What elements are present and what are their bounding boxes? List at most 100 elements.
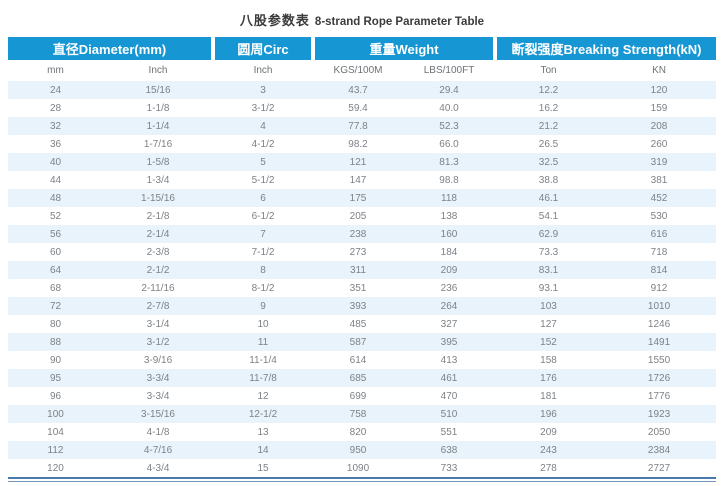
cell: 4-3/4 xyxy=(146,462,170,474)
cell: 6-1/2 xyxy=(251,210,275,222)
cell: 8 xyxy=(213,261,314,279)
header-group-row: 直径Diameter(mm) 圆周Circ 重量Weight 断裂强度Break… xyxy=(8,37,717,60)
cell: 52 xyxy=(49,210,62,222)
cell: 28 xyxy=(49,102,62,114)
header-group-circumference: 圆周Circ xyxy=(213,37,316,60)
cell: 912 xyxy=(650,282,668,294)
table-bottom-rule xyxy=(8,477,716,482)
cell: 103 xyxy=(495,297,603,315)
cell: 243 xyxy=(495,441,603,459)
header-group-weight: 重量Weight xyxy=(313,37,498,60)
table-row: 96 3-3/4 12 699 470 181 1776 xyxy=(8,387,716,405)
cell: 1-15/16 xyxy=(103,189,214,207)
cell: 98.8 xyxy=(439,174,459,186)
cell: 470 xyxy=(440,390,458,402)
page-title-zh: 八股参数表 xyxy=(239,13,310,28)
cell: 32 xyxy=(8,117,103,135)
cell: 112 xyxy=(8,441,103,459)
cell: 40 xyxy=(8,153,103,171)
table-row: 104 4-1/8 13 820 551 209 2050 xyxy=(8,423,716,441)
cell: 158 xyxy=(540,354,557,366)
cell: 11-1/4 xyxy=(249,354,277,366)
cell: 2-7/8 xyxy=(103,297,214,315)
cell: 3-9/16 xyxy=(143,354,173,366)
cell: 181 xyxy=(540,390,557,402)
header-group-diameter: 直径Diameter(mm) xyxy=(8,37,216,60)
table-row: 40 1-5/8 5 121 81.3 32.5 319 xyxy=(8,153,717,171)
cell: 12 xyxy=(257,390,269,402)
column-header-diameter-inch: Inch xyxy=(103,60,214,81)
rope-parameter-table: 直径Diameter(mm) 圆周Circ 重量Weight 断裂强度Break… xyxy=(8,37,717,477)
cell: 160 xyxy=(403,225,496,243)
cell: 12-1/2 xyxy=(213,405,314,423)
cell: 26.5 xyxy=(538,138,559,150)
column-header-lbs-100ft: LBS/100FT xyxy=(403,60,496,81)
table-row: 72 2-7/8 9 393 264 103 1010 xyxy=(8,297,717,315)
cell: 81.3 xyxy=(403,153,496,171)
cell: 238 xyxy=(313,225,404,243)
cell: 127 xyxy=(540,318,557,330)
cell: 4-7/16 xyxy=(103,441,214,459)
column-header-ton: Ton xyxy=(495,60,603,81)
cell: 95 xyxy=(8,369,103,387)
cell: 152 xyxy=(495,333,603,351)
cell: 73.3 xyxy=(538,246,559,258)
cell: 8-1/2 xyxy=(251,282,275,294)
table-row: 68 2-11/16 8-1/2 351 236 93.1 912 xyxy=(8,279,716,297)
cell: 15/16 xyxy=(103,81,214,99)
cell: 3-15/16 xyxy=(103,405,214,423)
cell: 7-1/2 xyxy=(251,246,275,258)
cell: 452 xyxy=(602,189,717,207)
cell: 820 xyxy=(349,426,367,438)
cell: 2384 xyxy=(602,441,717,459)
cell: 699 xyxy=(349,390,367,402)
cell: 16.2 xyxy=(538,102,559,114)
table-row: 52 2-1/8 6-1/2 205 138 54.1 530 xyxy=(8,207,716,225)
cell: 44 xyxy=(49,174,62,186)
cell: 121 xyxy=(313,153,404,171)
cell: 100 xyxy=(8,405,103,423)
cell: 264 xyxy=(403,297,496,315)
cell: 196 xyxy=(495,405,603,423)
page-title: 八股参数表 8-strand Rope Parameter Table xyxy=(8,7,716,37)
cell: 1246 xyxy=(647,318,671,330)
cell: 2050 xyxy=(647,426,671,438)
cell: 485 xyxy=(349,318,367,330)
cell: 311 xyxy=(313,261,404,279)
cell: 9 xyxy=(213,297,314,315)
cell: 2-1/8 xyxy=(146,210,170,222)
cell: 209 xyxy=(403,261,496,279)
cell: 147 xyxy=(349,174,367,186)
table-row: 90 3-9/16 11-1/4 614 413 158 1550 xyxy=(8,351,716,369)
cell: 7 xyxy=(213,225,314,243)
table-row: 112 4-7/16 14 950 638 243 2384 xyxy=(8,441,717,459)
table-row: 24 15/16 3 43.7 29.4 12.2 120 xyxy=(8,81,717,99)
cell: 48 xyxy=(8,189,103,207)
cell: 38.8 xyxy=(538,174,559,186)
cell: 90 xyxy=(49,354,62,366)
cell: 159 xyxy=(650,102,668,114)
cell: 6 xyxy=(213,189,314,207)
cell: 260 xyxy=(650,138,668,150)
table-row: 60 2-3/8 7-1/2 273 184 73.3 718 xyxy=(8,243,716,261)
cell: 138 xyxy=(440,210,458,222)
cell: 12.2 xyxy=(495,81,603,99)
cell: 66.0 xyxy=(439,138,459,150)
cell: 273 xyxy=(349,246,367,258)
table-row: 56 2-1/4 7 238 160 62.9 616 xyxy=(8,225,717,243)
cell: 175 xyxy=(313,189,404,207)
table-header: 直径Diameter(mm) 圆周Circ 重量Weight 断裂强度Break… xyxy=(8,37,717,81)
cell: 54.1 xyxy=(538,210,559,222)
cell: 24 xyxy=(8,81,103,99)
cell: 3-1/2 xyxy=(251,102,275,114)
cell: 32.5 xyxy=(495,153,603,171)
cell: 395 xyxy=(403,333,496,351)
cell: 72 xyxy=(8,297,103,315)
cell: 3-1/4 xyxy=(146,318,170,330)
cell: 2-11/16 xyxy=(141,282,175,294)
cell: 52.3 xyxy=(403,117,496,135)
cell: 614 xyxy=(349,354,367,366)
page-title-en: 8-strand Rope Parameter Table xyxy=(314,16,485,28)
cell: 3-3/4 xyxy=(146,390,170,402)
